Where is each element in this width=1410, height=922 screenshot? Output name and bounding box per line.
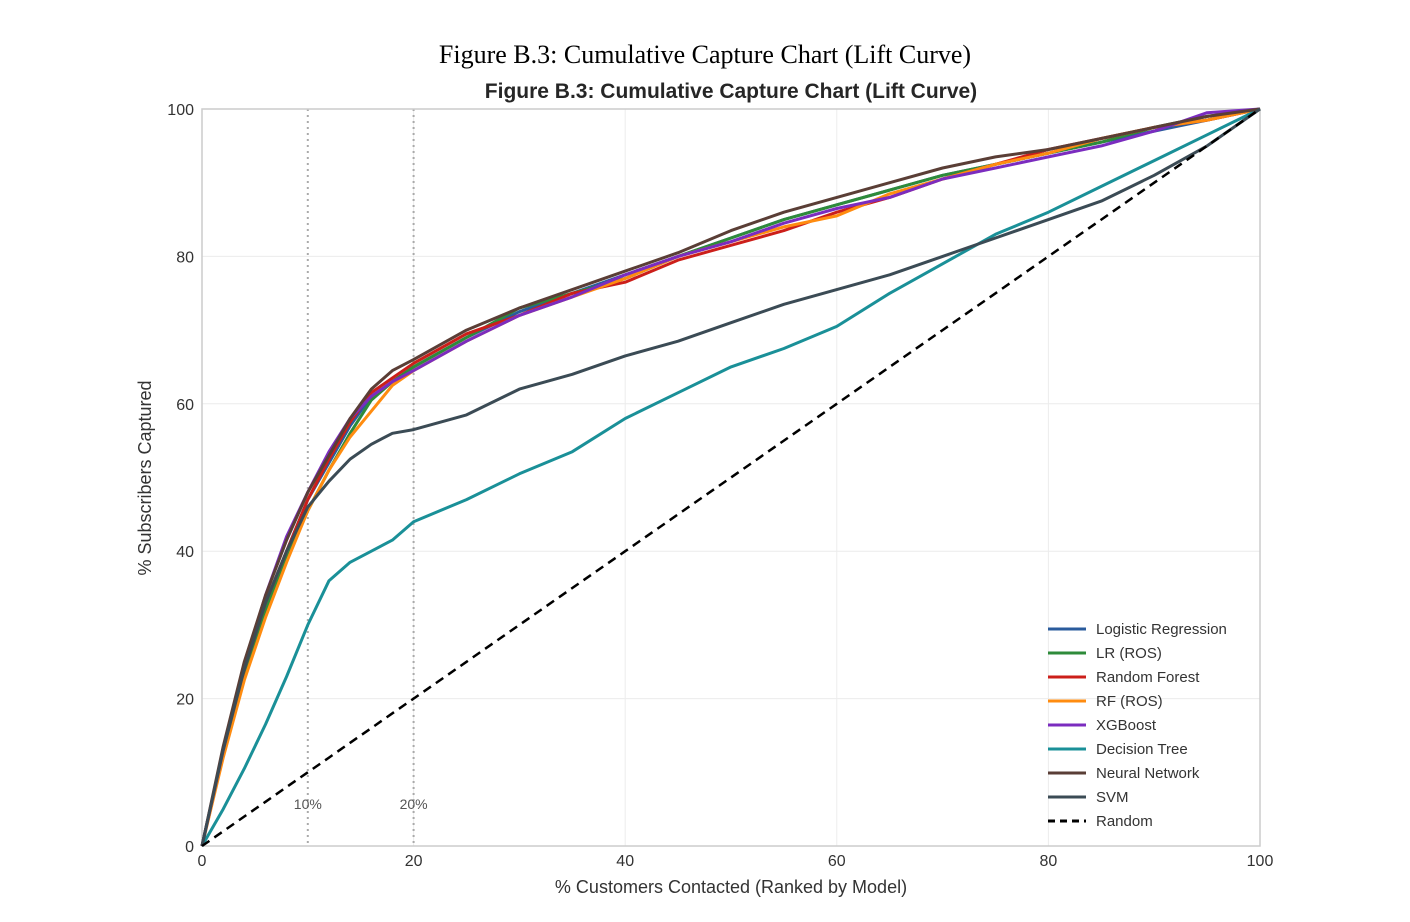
legend-label: Decision Tree [1096, 741, 1188, 758]
x-tick-label: 40 [616, 853, 634, 870]
y-tick-label: 40 [176, 544, 194, 561]
legend-label: Random [1096, 813, 1153, 830]
legend-label: Random Forest [1096, 669, 1200, 686]
reference-line-label: 10% [294, 796, 322, 812]
legend-label: Neural Network [1096, 765, 1200, 782]
x-tick-label: 0 [198, 853, 207, 870]
y-tick-label: 20 [176, 692, 194, 709]
series-line-random [201, 107, 1261, 848]
reference-lines: 10% 20% [294, 109, 428, 846]
grid [201, 108, 1261, 847]
series [200, 107, 1261, 848]
series-line-neural-network [200, 107, 1261, 847]
legend-label: SVM [1096, 789, 1129, 806]
series-line-decision-tree [200, 107, 1261, 847]
chart-title: Figure B.3: Cumulative Capture Chart (Li… [485, 80, 977, 103]
document-caption: Figure B.3: Cumulative Capture Chart (Li… [438, 40, 972, 69]
y-tick-label: 100 [167, 102, 194, 119]
y-axis-label: % Subscribers Captured [135, 380, 155, 575]
x-tick-label: 60 [828, 853, 846, 870]
legend: Logistic Regression LR (ROS) Random Forest… [1048, 621, 1227, 830]
y-tick-label: 0 [185, 839, 194, 856]
x-axis-label: % Customers Contacted (Ranked by Model) [555, 877, 907, 897]
series-line-svm [200, 107, 1261, 847]
y-tick-label: 80 [176, 249, 194, 266]
plot-frame [201, 108, 1261, 847]
legend-label: RF (ROS) [1096, 693, 1163, 710]
x-tick-label: 20 [405, 853, 423, 870]
reference-line-label: 20% [400, 796, 428, 812]
legend-label: Logistic Regression [1096, 621, 1227, 638]
legend-label: LR (ROS) [1096, 645, 1162, 662]
ticks: 0 20 40 60 80 100 0 20 40 60 80 100 [167, 102, 1273, 870]
y-tick-label: 60 [176, 397, 194, 414]
x-tick-label: 100 [1247, 853, 1274, 870]
x-tick-label: 80 [1040, 853, 1058, 870]
legend-label: XGBoost [1096, 717, 1157, 734]
